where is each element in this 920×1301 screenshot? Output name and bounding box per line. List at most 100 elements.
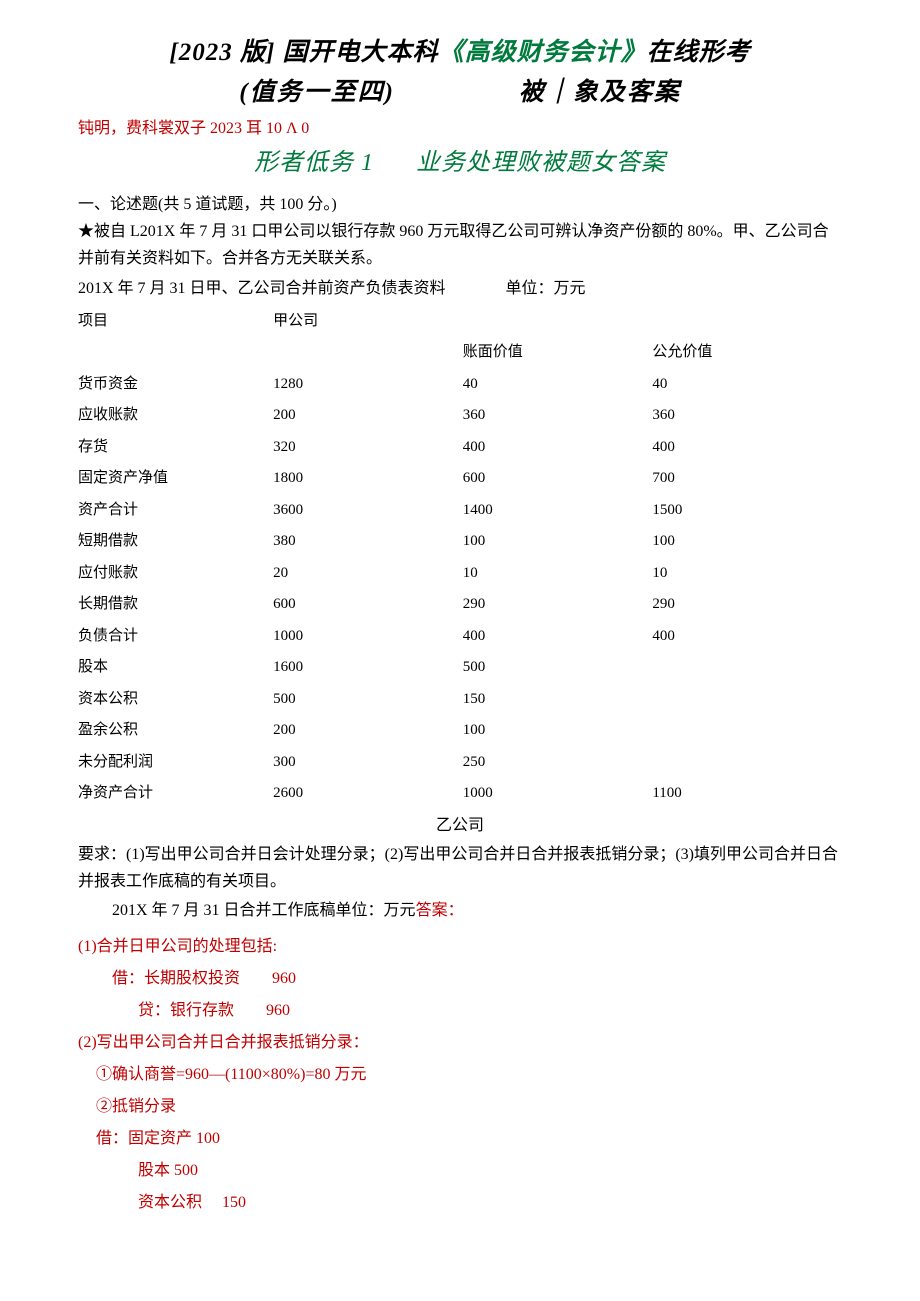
- title-part-1: [2023 版] 国开电大本科: [169, 39, 438, 66]
- table-header-row-1: 项目 甲公司: [78, 306, 842, 338]
- entry-debit-label: 借：长期股权投资: [112, 970, 240, 987]
- table-row: 盈余公积200100: [78, 715, 842, 747]
- table-cell: 200: [273, 400, 463, 432]
- table-cell: 资产合计: [78, 495, 273, 527]
- table-cell: 应付账款: [78, 558, 273, 590]
- company-b-label: 乙公司: [78, 812, 842, 839]
- table-cell: 公允价值: [652, 337, 842, 369]
- table-caption: 201X 年 7 月 31 日甲、乙公司合并前资产负债表资料 单位：万元: [78, 275, 842, 302]
- pre-answer-line: 201X 年 7 月 31 日合并工作底稿单位：万元答案：: [78, 897, 842, 924]
- table-cell: [652, 684, 842, 716]
- table-cell: 400: [463, 621, 653, 653]
- table-cell: 股本: [78, 652, 273, 684]
- table-cell: 300: [273, 747, 463, 779]
- table-cell: 100: [463, 715, 653, 747]
- table-cell: [652, 652, 842, 684]
- table-row: 应付账款201010: [78, 558, 842, 590]
- table-row: 货币资金12804040: [78, 369, 842, 401]
- answer-line-2: 借：长期股权投资 960: [78, 963, 842, 995]
- entry-amount: 960: [272, 970, 296, 987]
- answer-line-3: 贷：银行存款 960: [78, 995, 842, 1027]
- table-row: 净资产合计260010001100: [78, 778, 842, 810]
- table-cell: 600: [463, 463, 653, 495]
- table-cell: 资本公积: [78, 684, 273, 716]
- table-cell: 40: [652, 369, 842, 401]
- table-cell: 1000: [463, 778, 653, 810]
- entry-credit-label: 贷：银行存款: [138, 1002, 234, 1019]
- table-row: 短期借款380100100: [78, 526, 842, 558]
- table-cell: 700: [652, 463, 842, 495]
- requirements-paragraph: 要求：(1)写出甲公司合并日会计处理分录；(2)写出甲公司合并日合并报表抵销分录…: [78, 841, 842, 895]
- table-cell: 1600: [273, 652, 463, 684]
- table-cell: 290: [463, 589, 653, 621]
- table-cell: 账面价值: [463, 337, 653, 369]
- table-cell: 150: [463, 684, 653, 716]
- section-heading: 一、论述题(共 5 道试题，共 100 分。): [78, 191, 842, 218]
- table-row: 未分配利润300250: [78, 747, 842, 779]
- table-cell: 100: [463, 526, 653, 558]
- table-cell: 400: [652, 621, 842, 653]
- entry-label: 资本公积: [138, 1194, 202, 1211]
- title-part-2: 《高级财务会计》: [439, 39, 647, 66]
- table-row: 存货320400400: [78, 432, 842, 464]
- body-content: 一、论述题(共 5 道试题，共 100 分。) ★被自 L201X 年 7 月 …: [78, 191, 842, 1219]
- table-cell: 10: [463, 558, 653, 590]
- table-row: 股本1600500: [78, 652, 842, 684]
- table-cell: 1800: [273, 463, 463, 495]
- table-cell: 3600: [273, 495, 463, 527]
- table-cell: 盈余公积: [78, 715, 273, 747]
- table-row: 负债合计1000400400: [78, 621, 842, 653]
- table-cell: 固定资产净值: [78, 463, 273, 495]
- table-cell: 250: [463, 747, 653, 779]
- answer-line-5: ①确认商誉=960―(1100×80%)=80 万元: [78, 1059, 842, 1091]
- table-cell: 短期借款: [78, 526, 273, 558]
- table-cell: [463, 306, 653, 338]
- table-row: 长期借款600290290: [78, 589, 842, 621]
- answer-line-1: (1)合并日甲公司的处理包括:: [78, 931, 842, 963]
- table-row: 固定资产净值1800600700: [78, 463, 842, 495]
- answer-line-6: ②抵销分录: [78, 1091, 842, 1123]
- title-part-3: 在线形考: [647, 39, 751, 66]
- table-cell: 未分配利润: [78, 747, 273, 779]
- table-cell: 500: [273, 684, 463, 716]
- table-cell: 40: [463, 369, 653, 401]
- answer-label: 答案：: [416, 902, 464, 919]
- table-cell: 360: [463, 400, 653, 432]
- pre-answer-text: 201X 年 7 月 31 日合并工作底稿单位：万元: [112, 902, 416, 919]
- table-cell: [273, 337, 463, 369]
- table-cell: [652, 747, 842, 779]
- table-cell: 1400: [463, 495, 653, 527]
- entry-amount: 150: [222, 1194, 246, 1211]
- table-cell: 290: [652, 589, 842, 621]
- task-subtitle: 形者低务 1 业务处理败被题女答案: [78, 145, 842, 181]
- table-cell: 380: [273, 526, 463, 558]
- document-title: [2023 版] 国开电大本科《高级财务会计》在线形考 (值务一至四) 被｜象及…: [78, 34, 842, 111]
- table-row: 资产合计360014001500: [78, 495, 842, 527]
- table-cell: 1100: [652, 778, 842, 810]
- table-cell: 100: [652, 526, 842, 558]
- table-cell: 1280: [273, 369, 463, 401]
- table-cell: 应收账款: [78, 400, 273, 432]
- table-cell: 长期借款: [78, 589, 273, 621]
- header-note: 钝明，费科裳双子 2023 耳 10 Λ 0: [78, 117, 842, 141]
- table-cell: 存货: [78, 432, 273, 464]
- table-cell: [652, 715, 842, 747]
- table-cell: 甲公司: [273, 306, 463, 338]
- table-cell: 1500: [652, 495, 842, 527]
- table-cell: 净资产合计: [78, 778, 273, 810]
- title-line-2: (值务一至四) 被｜象及客案: [78, 74, 842, 112]
- answer-line-8: 股本 500: [78, 1155, 842, 1187]
- answer-line-4: (2)写出甲公司合并日合并报表抵销分录：: [78, 1027, 842, 1059]
- table-row: 资本公积500150: [78, 684, 842, 716]
- answer-line-7: 借：固定资产 100: [78, 1123, 842, 1155]
- table-cell: 500: [463, 652, 653, 684]
- table-cell: 2600: [273, 778, 463, 810]
- table-cell: [652, 306, 842, 338]
- answer-line-9: 资本公积 150: [78, 1187, 842, 1219]
- table-cell: 400: [463, 432, 653, 464]
- table-cell: 320: [273, 432, 463, 464]
- table-cell: 20: [273, 558, 463, 590]
- table-cell: 360: [652, 400, 842, 432]
- title-line-1: [2023 版] 国开电大本科《高级财务会计》在线形考: [78, 34, 842, 72]
- entry-amount: 960: [266, 1002, 290, 1019]
